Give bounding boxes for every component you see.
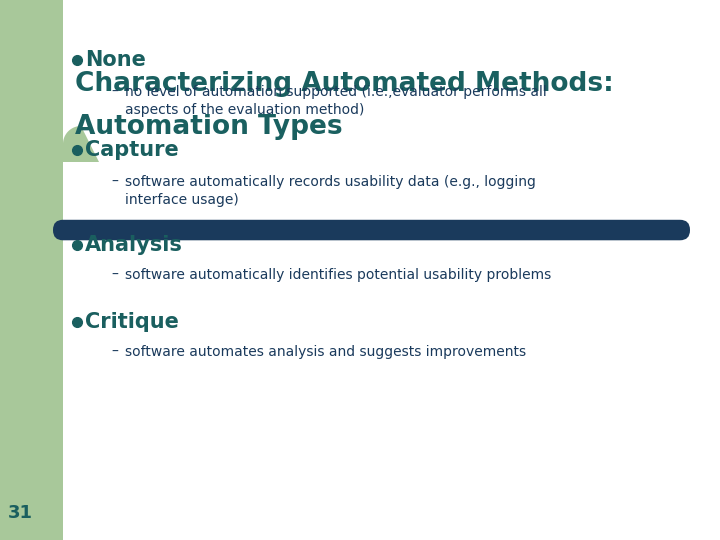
Text: –: – — [111, 345, 118, 359]
FancyBboxPatch shape — [53, 220, 690, 240]
Text: software automatically records usability data (e.g., logging
interface usage): software automatically records usability… — [125, 175, 536, 207]
Text: no level of automation supported (i.e.,evaluator performs all
aspects of the eva: no level of automation supported (i.e.,e… — [125, 85, 546, 117]
Text: software automates analysis and suggests improvements: software automates analysis and suggests… — [125, 345, 526, 359]
Text: Analysis: Analysis — [85, 235, 183, 255]
Text: –: – — [111, 85, 118, 99]
Text: Automation Types: Automation Types — [75, 114, 343, 140]
Text: Characterizing Automated Methods:: Characterizing Automated Methods: — [75, 71, 613, 97]
Polygon shape — [63, 126, 99, 162]
Text: Critique: Critique — [85, 312, 179, 332]
Text: software automatically identifies potential usability problems: software automatically identifies potent… — [125, 268, 552, 282]
Text: –: – — [111, 175, 118, 189]
Text: Capture: Capture — [85, 140, 179, 160]
Text: –: – — [111, 268, 118, 282]
Text: None: None — [85, 50, 146, 70]
Text: 31: 31 — [8, 504, 33, 522]
FancyBboxPatch shape — [63, 0, 720, 540]
